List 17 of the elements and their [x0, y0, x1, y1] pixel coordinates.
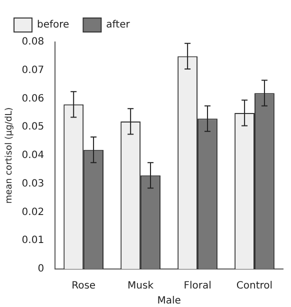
y-tick-label: 0.08: [22, 36, 44, 48]
y-tick-label: 0.07: [22, 64, 44, 76]
y-tick-label: 0.06: [22, 93, 44, 104]
y-tick-label: 0.04: [22, 150, 44, 162]
legend-label: before: [37, 20, 70, 31]
y-tick-label: 0.01: [22, 235, 44, 246]
x-axis-title: Male: [157, 296, 181, 307]
y-tick-label: 0.03: [22, 178, 44, 190]
y-tick-label: 0: [38, 264, 44, 275]
y-tick-label: 0.05: [22, 122, 44, 133]
x-tick-label: Rose: [72, 280, 96, 292]
x-tick-label: Musk: [128, 280, 154, 292]
legend-label: after: [106, 20, 131, 31]
y-axis-title: mean cortisol (μg/dL): [4, 107, 15, 204]
x-tick-label: Control: [236, 280, 273, 292]
x-tick-label: Floral: [184, 280, 212, 292]
y-tick-label: 0.02: [22, 206, 44, 218]
